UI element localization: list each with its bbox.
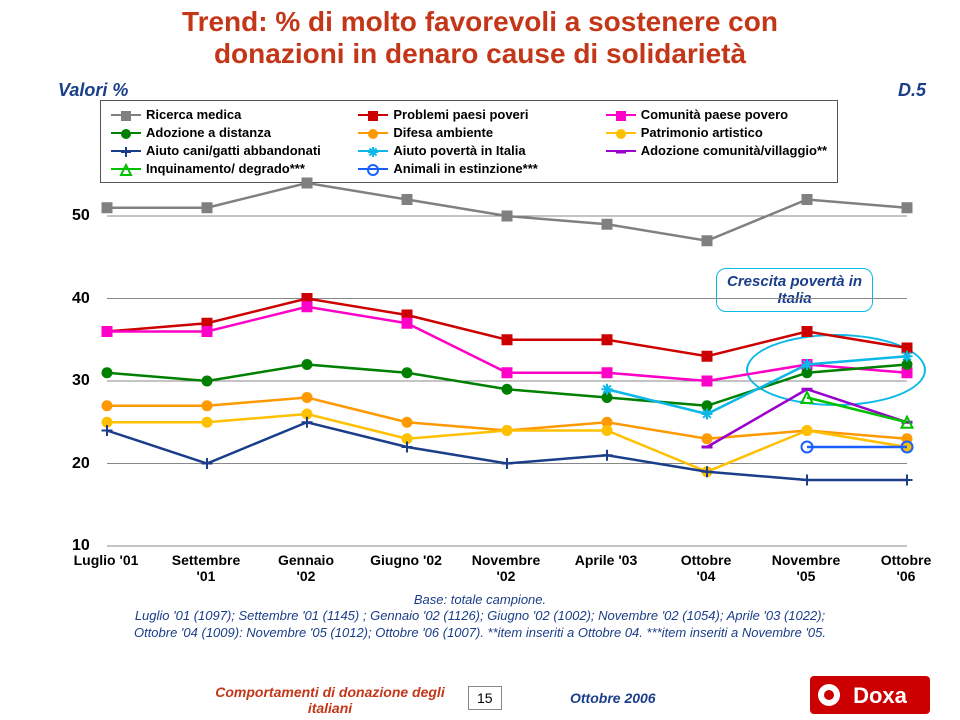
x-tick: Giugno '02 — [356, 552, 456, 568]
page-number: 15 — [468, 686, 502, 710]
y-tick: 40 — [72, 290, 90, 308]
legend: Ricerca medica Problemi paesi poveri Comun… — [100, 100, 838, 183]
footer-title: Comportamenti di donazione degliitaliani — [200, 685, 460, 716]
legend-item: Comunità paese povero — [606, 107, 827, 122]
x-tick: Novembre'05 — [756, 552, 856, 584]
x-tick: Settembre'01 — [156, 552, 256, 584]
legend-item: Adozione a distanza — [111, 125, 332, 140]
legend-item: Problemi paesi poveri — [358, 107, 579, 122]
chart-svg — [107, 216, 907, 546]
x-tick: Aprile '03 — [556, 552, 656, 568]
x-tick: Luglio '01 — [56, 552, 156, 568]
x-tick: Ottobre'06 — [856, 552, 956, 584]
page: Trend: % di molto favorevoli a sostenere… — [0, 0, 960, 720]
x-tick: Ottobre'04 — [656, 552, 756, 584]
doxa-logo: Doxa — [810, 676, 930, 714]
legend-item: Inquinamento/ degrado*** — [111, 161, 332, 176]
legend-item: Aiuto povertà in Italia — [358, 143, 579, 158]
y-tick: 20 — [72, 455, 90, 473]
footer-bar: Comportamenti di donazione degliitaliani… — [0, 670, 960, 720]
legend-item: Adozione comunità/villaggio** — [606, 143, 827, 158]
x-tick: Novembre'02 — [456, 552, 556, 584]
legend-item: Difesa ambiente — [358, 125, 579, 140]
y-tick: 50 — [72, 207, 90, 225]
legend-item: Animali in estinzione*** — [358, 161, 579, 176]
question-ref: D.5 — [898, 80, 926, 101]
title: Trend: % di molto favorevoli a sostenere… — [0, 6, 960, 70]
y-tick: 30 — [72, 372, 90, 390]
valori-label: Valori % — [58, 80, 128, 101]
legend-item: Ricerca medica — [111, 107, 332, 122]
svg-text:Doxa: Doxa — [853, 683, 908, 708]
legend-item: Aiuto cani/gatti abbandonati — [111, 143, 332, 158]
footer-date: Ottobre 2006 — [570, 690, 656, 706]
chart-plot — [106, 216, 907, 546]
footnotes: Base: totale campione.Luglio '01 (1097);… — [0, 592, 960, 641]
legend-item: Patrimonio artistico — [606, 125, 827, 140]
x-tick: Gennaio'02 — [256, 552, 356, 584]
